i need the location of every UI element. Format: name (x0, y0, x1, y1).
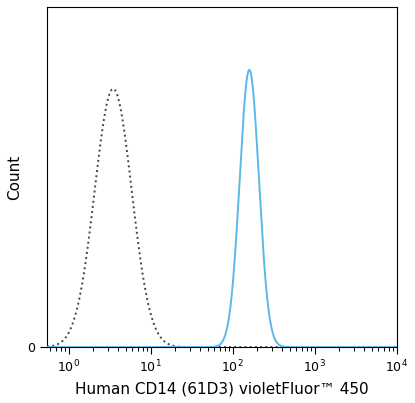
X-axis label: Human CD14 (61D3) violetFluor™ 450: Human CD14 (61D3) violetFluor™ 450 (75, 381, 369, 396)
Y-axis label: Count: Count (7, 154, 22, 199)
